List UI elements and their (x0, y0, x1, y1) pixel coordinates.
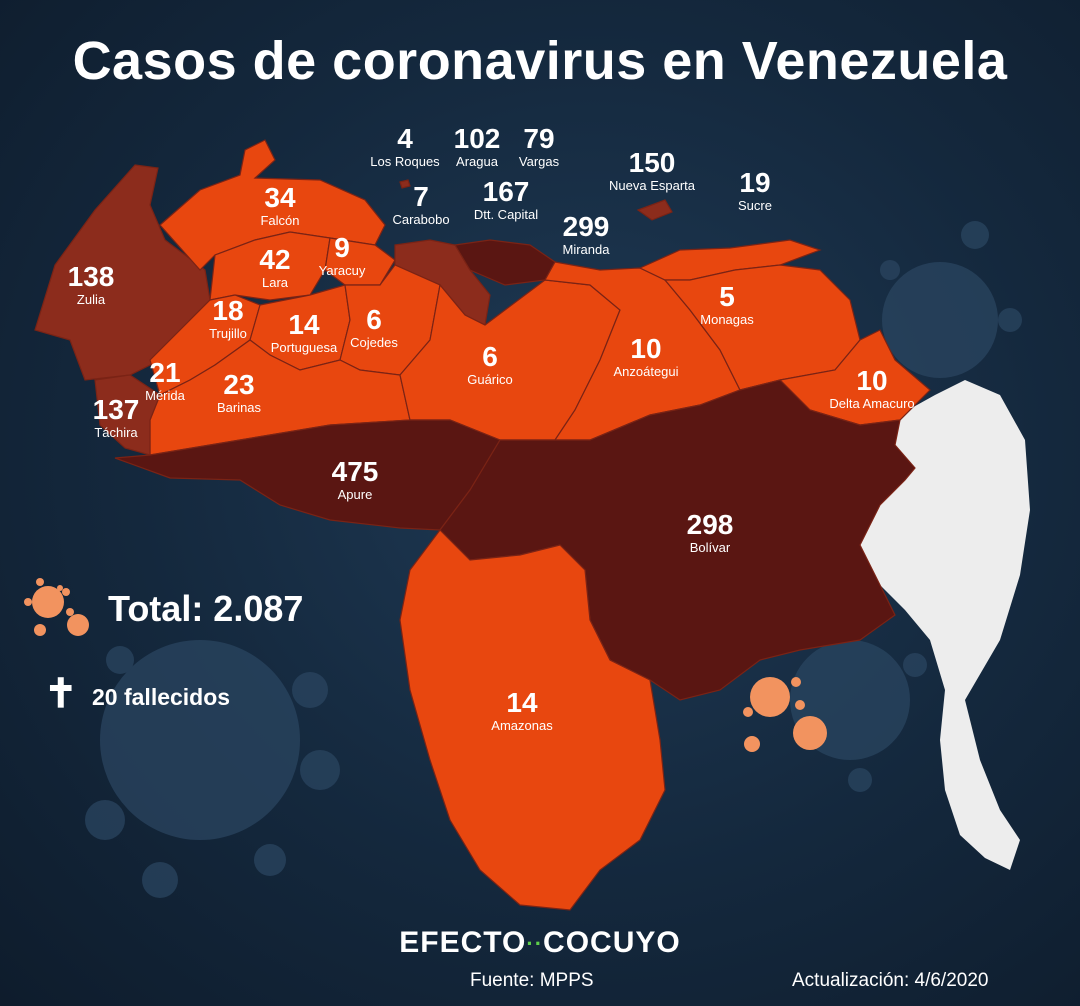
name-merida: Mérida (145, 388, 185, 403)
cases-bolivar: 298 (686, 509, 734, 540)
region-label-zulia: 138 Zulia (67, 261, 115, 308)
guayana-esequiba-region (860, 380, 1030, 870)
region-label-portuguesa: 14 Portuguesa (270, 309, 338, 356)
name-anzoategui: Anzoátegui (613, 364, 679, 379)
region-label-guarico: 6 Guárico (467, 341, 513, 388)
name-delta-amacuro: Delta Amacuro (829, 396, 915, 411)
name-miranda: Miranda (562, 242, 610, 257)
region-label-falcon: 34 Falcón (260, 182, 300, 229)
deaths-count: 20 fallecidos (92, 684, 231, 710)
page-title: Casos de coronavirus en Venezuela (72, 31, 1008, 91)
region-label-delta-amacuro: 10 Delta Amacuro (829, 365, 915, 412)
cases-monagas: 5 (719, 281, 735, 312)
name-guarico: Guárico (467, 372, 513, 387)
island-nueva-esparta[interactable] (636, 199, 673, 221)
region-label-vargas: 79 Vargas (518, 123, 560, 170)
name-barinas: Barinas (216, 400, 262, 415)
name-lara: Lara (261, 275, 289, 290)
cross-icon: ✝ (44, 672, 78, 716)
name-nueva-esparta: Nueva Esparta (609, 178, 695, 193)
region-label-merida: 21 Mérida (145, 357, 185, 404)
state-amazonas[interactable] (399, 529, 666, 911)
region-label-anzoategui: 10 Anzoátegui (613, 333, 679, 380)
cases-capital: 167 (482, 176, 530, 207)
cases-yaracuy: 9 (334, 232, 350, 263)
cases-barinas: 23 (223, 369, 255, 400)
virus-icon (24, 578, 89, 636)
region-label-tachira: 137 Táchira (92, 394, 140, 441)
cases-amazonas: 14 (506, 687, 538, 718)
cases-tachira: 137 (92, 394, 140, 425)
brand-dots-icon: ·· (526, 931, 544, 957)
name-sucre: Sucre (738, 198, 772, 213)
name-aragua: Aragua (456, 154, 498, 169)
name-carabobo: Carabobo (392, 212, 450, 227)
region-label-apure: 475 Apure (331, 456, 379, 503)
region-label-barinas: 23 Barinas (216, 369, 262, 416)
cases-guarico: 6 (482, 341, 498, 372)
cases-apure: 475 (331, 456, 379, 487)
virus-icon-bolivar (743, 677, 827, 752)
name-monagas: Monagas (700, 312, 754, 327)
cases-miranda: 299 (562, 211, 610, 242)
name-zulia: Zulia (76, 292, 106, 307)
cases-zulia: 138 (67, 261, 115, 292)
state-tachira[interactable] (94, 374, 161, 456)
region-label-nueva-esparta: 150 Nueva Esparta (609, 147, 695, 194)
region-label-trujillo: 18 Trujillo (209, 295, 247, 342)
cases-cojedes: 6 (366, 304, 382, 335)
cases-trujillo: 18 (212, 295, 244, 326)
cases-nueva-esparta: 150 (628, 147, 676, 178)
region-label-aragua: 102 Aragua (453, 123, 501, 170)
cases-aragua: 102 (453, 123, 501, 154)
region-label-los-roques: 4 Los Roques (370, 123, 440, 170)
region-label-sucre: 19 Sucre (738, 167, 772, 214)
region-label-monagas: 5 Monagas (700, 281, 754, 328)
region-label-lara: 42 Lara (259, 244, 291, 291)
region-label-capital: 167 Dtt. Capital (473, 176, 539, 223)
total-cases: Total: 2.087 (108, 588, 304, 629)
brand-left: EFECTO (399, 926, 527, 959)
name-trujillo: Trujillo (209, 326, 247, 341)
region-label-yaracuy: 9 Yaracuy (318, 232, 366, 279)
cases-vargas: 79 (523, 123, 555, 154)
name-portuguesa: Portuguesa (270, 340, 338, 355)
name-tachira: Táchira (94, 425, 138, 440)
source-note: Fuente: MPPS (470, 970, 594, 991)
cases-falcon: 34 (264, 182, 296, 213)
cases-lara: 42 (259, 244, 291, 275)
name-vargas: Vargas (518, 154, 560, 169)
name-yaracuy: Yaracuy (318, 263, 366, 278)
cases-carabobo: 7 (413, 181, 429, 212)
cases-delta-amacuro: 10 (856, 365, 888, 396)
brand-right: COCUYO (543, 926, 681, 959)
virus-decoration-icon (85, 221, 1022, 898)
region-label-carabobo: 7 Carabobo (392, 181, 450, 228)
cases-los-roques: 4 (397, 123, 413, 154)
name-falcon: Falcón (260, 213, 300, 228)
cases-merida: 21 (149, 357, 181, 388)
name-amazonas: Amazonas (491, 718, 553, 733)
name-apure: Apure (337, 487, 373, 502)
name-cojedes: Cojedes (350, 335, 398, 350)
region-label-miranda: 299 Miranda (562, 211, 610, 258)
region-label-amazonas: 14 Amazonas (491, 687, 553, 734)
name-los-roques: Los Roques (370, 154, 440, 169)
name-bolivar: Bolívar (689, 540, 731, 555)
cases-portuguesa: 14 (288, 309, 320, 340)
name-capital: Dtt. Capital (473, 207, 539, 222)
update-date: Actualización: 4/6/2020 (792, 970, 989, 991)
cases-sucre: 19 (739, 167, 771, 198)
region-label-bolivar: 298 Bolívar (686, 509, 734, 556)
island-los-roques[interactable] (399, 179, 411, 189)
region-label-cojedes: 6 Cojedes (350, 304, 398, 351)
brand-logo: EFECTO··COCUYO (0, 926, 1080, 960)
cases-anzoategui: 10 (630, 333, 662, 364)
